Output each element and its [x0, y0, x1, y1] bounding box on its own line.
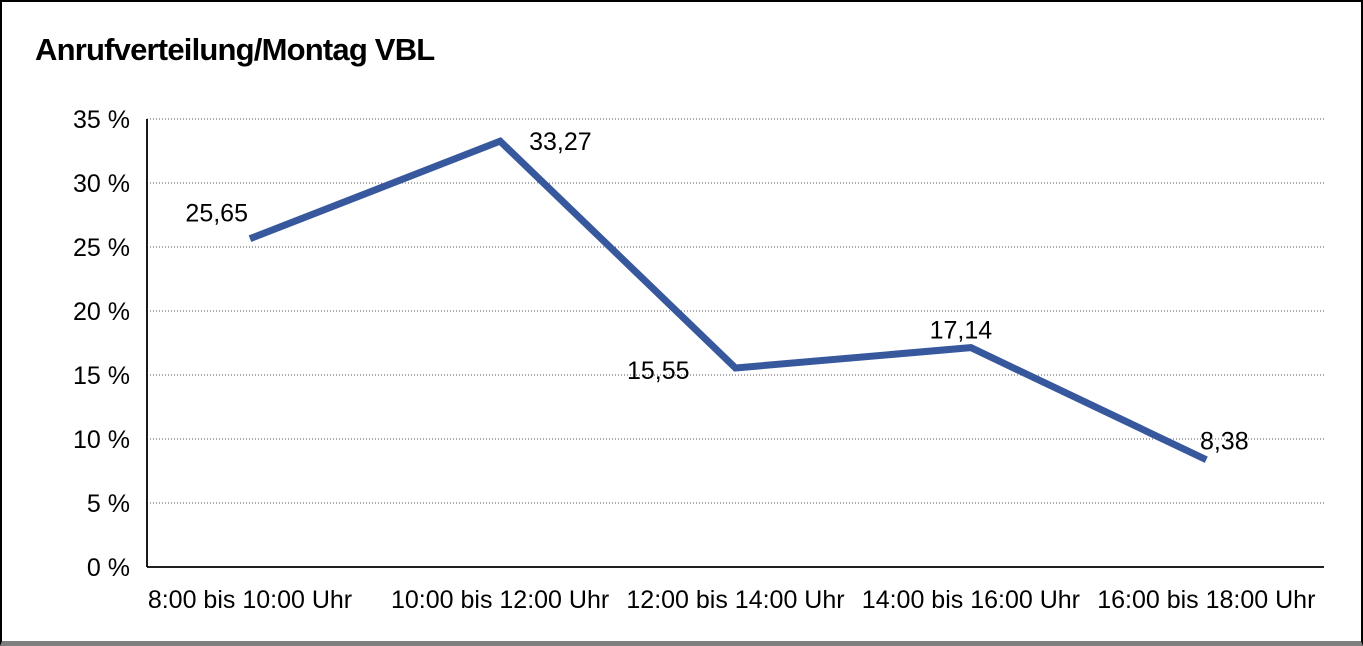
x-tick-label: 16:00 bis 18:00 Uhr — [1097, 586, 1315, 614]
chart-title: Anrufverteilung/Montag VBL — [35, 32, 435, 67]
x-tick-label: 12:00 bis 14:00 Uhr — [626, 586, 844, 614]
x-tick-label: 8:00 bis 10:00 Uhr — [148, 586, 352, 614]
y-tick-label: 15 % — [73, 362, 130, 390]
series-line — [248, 137, 1208, 463]
point-label: 15,55 — [627, 357, 690, 385]
x-tick-label: 14:00 bis 16:00 Uhr — [862, 586, 1080, 614]
y-tick-label: 30 % — [73, 170, 130, 198]
y-tick-label: 20 % — [73, 298, 130, 326]
point-label: 8,38 — [1200, 428, 1249, 456]
point-label: 17,14 — [930, 317, 993, 345]
y-tick-label: 25 % — [73, 234, 130, 262]
point-label: 25,65 — [185, 200, 248, 228]
y-tick-label: 5 % — [87, 490, 130, 518]
x-tick-label: 10:00 bis 12:00 Uhr — [391, 586, 609, 614]
y-tick-label: 0 % — [87, 554, 130, 582]
y-tick-label: 10 % — [73, 426, 130, 454]
point-label: 33,27 — [529, 128, 592, 156]
y-tick-label: 35 % — [73, 106, 130, 134]
